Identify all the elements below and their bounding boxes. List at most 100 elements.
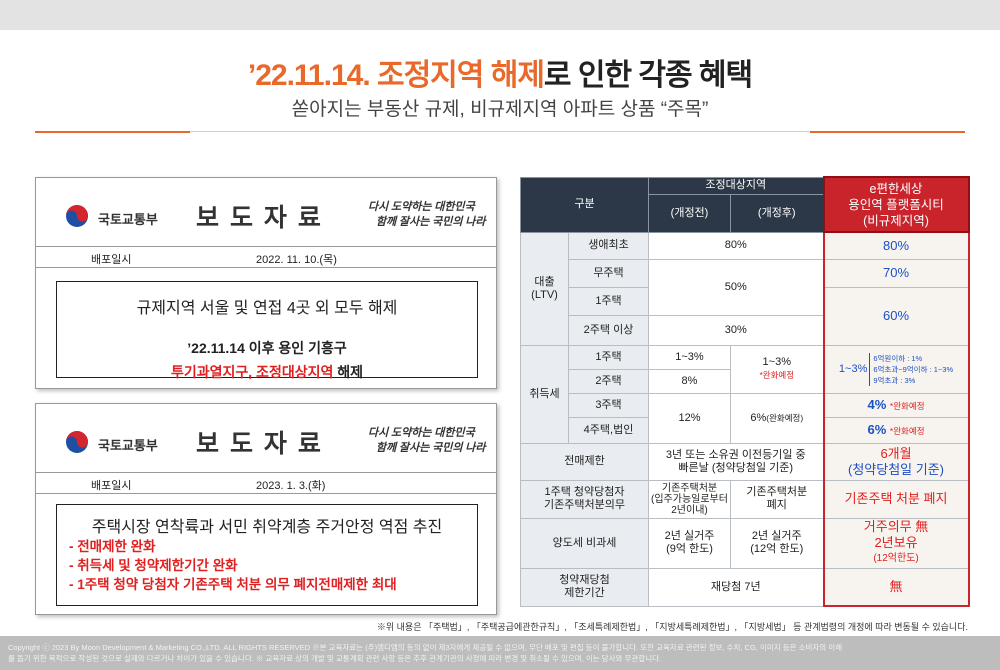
slogan-line: 함께 잘사는 국민의 나라 [376,442,486,454]
bullet: - 1주택 청약 당첨자 기존주택 처분 의무 폐지전매제한 최대 [69,577,397,592]
title-highlight: ’22.11.14. 조정지역 해제 [247,59,545,92]
site-cell: 4% *완화예정 [822,392,970,418]
value: 6% [750,411,767,424]
value: 1~3% [762,356,791,368]
date-row: 배포일시 2023. 1. 3.(화) [36,472,496,494]
label-cell: 청약재당첨 제한기간 [520,567,649,607]
label-line: 1주택 청약당첨자 [544,486,625,498]
footer: Copyright ⓒ 2023 By Moon Development & M… [0,636,1000,670]
header-row: (개정전) (개정후) [521,193,969,233]
bullet: - 전매제한 완화 [69,539,156,554]
label-cell: 전매제한 [520,442,649,481]
bracket: 1~3% 6억원이하 : 1% 6억초과~9억이하 : 1~3% 9억초과 : 3% [825,352,968,386]
row: 취득세 1주택 1~3% 1~3% *완화예정 1~3% 6억원이하 : 1% 6억초… [520,344,970,444]
site-cell: 기존주택 처분 폐지 [822,479,970,519]
row: 대출 (LTV) 생애최초 80% 80% [520,231,970,346]
row: 1주택 60% [521,286,970,346]
ministry-logo [66,205,88,227]
cell-line: (12억 한도) [750,543,804,555]
tail: 해제 [333,364,363,380]
note: *완화예정 [759,370,795,380]
date: 2022. 11. 10.(목) [256,254,337,266]
headline: 주택시장 연착륙과 서민 취약계층 주거안정 역점 추진 [91,519,443,536]
title-rest: 로 인한 각종 혜택 [543,59,753,92]
cell-line: (9억 한도) [666,543,713,555]
bracket-item: 6억초과~9억이하 : 1~3% [873,364,954,374]
site-cell: 1~3% 6억원이하 : 1% 6억초과~9억이하 : 1~3% 9억초과 : 3% [822,344,970,394]
label-cell: 1주택 청약당첨자 기존주택처분의무 [520,479,649,519]
release-body: 규제지역 서울 및 연접 4곳 외 모두 해제 ’22.11.14 이후 용인 … [56,281,478,380]
title: ’22.11.14. 조정지역 해제로 인한 각종 혜택 [0,50,1000,94]
footnote: ※위 내용은 「주택법」, 「주택공급에관한규칙」, 「조세특례제한법」, 「지… [376,622,968,632]
slogan-line: 다시 도약하는 대한민국 [368,427,475,439]
cell: 기존주택처분 (입주가능일로부터 2년이내) [648,479,731,519]
label-cell: 2주택 [568,368,649,394]
highlight: 투기과열지구, 조정대상지역 [171,364,334,380]
cell-line: 2년 실거주 [751,530,802,542]
cell: 1~3% [648,344,731,370]
row: 4주택,법인 6% *완화예정 [521,416,970,444]
date: 2023. 1. 3.(화) [256,480,326,492]
bullet: - 취득세 및 청약제한기간 완화 [69,558,238,573]
row: 2주택 이상 30% [521,314,969,346]
group-cell: 대출 (LTV) [520,231,569,346]
cell-line: 빠른날 (청약당첨일 기준) [678,461,794,474]
heading: 보 도 자 료 [196,430,323,458]
cell: 2년 실거주 (12억 한도) [729,517,825,569]
date-label: 배포일시 [91,480,132,492]
row: 무주택 50% 70% [521,258,970,316]
cell-line: 6개월 [880,445,912,461]
cell: 1~3% *완화예정 [729,344,825,394]
divider [35,130,965,133]
group-cell: 취득세 [520,344,569,444]
label-cell: 2주택 이상 [568,314,649,346]
top-bar [0,0,1000,30]
cell-line: 2년이내) [671,504,708,516]
cell-line: 3년 또는 소유권 이전등기일 중 [665,448,806,461]
label-line: 제한기간 [564,587,605,599]
header-line: (비규제지역) [863,213,929,228]
rate: 1~3% [838,363,868,375]
note: (완화예정) [766,412,804,423]
press-release: 국토교통부 보 도 자 료 다시 도약하는 대한민국 함께 잘사는 국민의 나라 … [35,177,497,389]
ministry: 국토교통부 [98,438,158,453]
header-line: 용인역 플랫폼시티 [848,197,944,212]
header-cell: 조정대상지역 [647,176,825,195]
site-cell: 6% *완화예정 [822,416,970,444]
cell: 기존주택처분 폐지 [729,479,825,519]
footer-line: 를 돕기 위한 목적으로 작성된 것으로 실제와 다르거나 차이가 있을 수 있… [8,654,662,663]
header-cell: (개정후) [729,193,825,233]
row: 3주택 12% 6%(완화예정) 4% *완화예정 [521,392,970,444]
slogan-line: 다시 도약하는 대한민국 [368,201,475,213]
cell: 8% [648,368,731,394]
headline: 규제지역 서울 및 연접 4곳 외 모두 해제 [136,300,398,317]
site-cell: 60% [822,286,970,346]
slogan-line: 함께 잘사는 국민의 나라 [376,216,486,228]
header-cell: (개정전) [648,193,731,233]
cell: 50% [647,258,825,316]
cell-line: (12억한도) [873,553,919,564]
row: 1주택 청약당첨자 기존주택처분의무 기존주택처분 (입주가능일로부터 2년이내) 기… [520,479,970,519]
release-body: 주택시장 연착륙과 서민 취약계층 주거안정 역점 추진 - 전매제한 완화 -… [56,504,478,606]
cell: 12% [648,392,731,444]
label-line: 청약재당첨 [559,574,610,586]
label-cell: 1주택 [568,286,649,316]
label-line: 대출 [534,275,555,288]
header-line: e편한세상 [869,181,923,196]
divider-accent [810,130,965,133]
cell-line: 거주의무 無 [863,519,929,534]
cell: 6%(완화예정) [729,392,825,444]
header-cell: 구분 [520,176,649,233]
cell: 3년 또는 소유권 이전등기일 중 빠른날 (청약당첨일 기준) [647,442,825,481]
value: 4% [867,396,887,412]
footer-line: Copyright ⓒ 2023 By Moon Development & M… [8,643,843,652]
row: 청약재당첨 제한기간 재당첨 7년 無 [520,567,970,607]
subtitle: 쏟아지는 부동산 규제, 비규제지역 아파트 상품 “주목” [291,99,709,120]
header-row: 구분 조정대상지역 e편한세상 용인역 플랫폼시티 (비규제지역) [520,176,970,233]
label-cell: 3주택 [568,392,649,418]
value: 6% [867,421,887,437]
cell: 2년 실거주 (9억 한도) [648,517,731,569]
cell: 80% [647,231,825,260]
